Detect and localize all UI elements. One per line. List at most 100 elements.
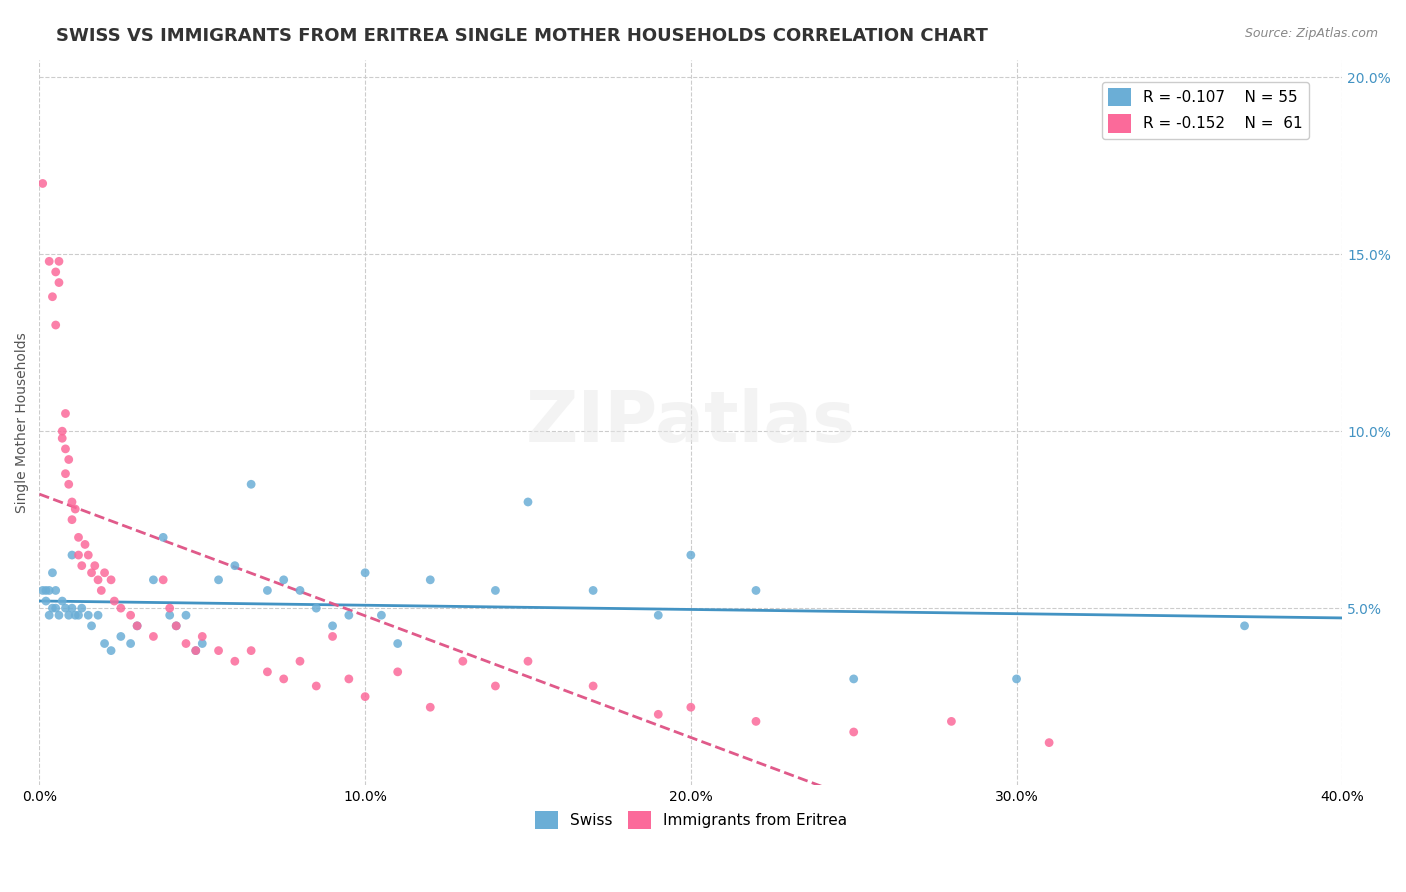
Point — [582, 679, 605, 693]
Point — [38, 608, 60, 623]
Point — [65, 502, 87, 516]
Point — [60, 495, 83, 509]
Point — [87, 608, 110, 623]
Point — [100, 643, 122, 657]
Point — [55, 442, 77, 456]
Point — [842, 672, 865, 686]
Point — [387, 636, 409, 650]
Point — [67, 608, 90, 623]
Point — [93, 636, 115, 650]
Point — [256, 583, 278, 598]
Point — [354, 566, 377, 580]
Point — [41, 601, 63, 615]
Point — [73, 537, 96, 551]
Point — [67, 548, 90, 562]
Point — [142, 630, 165, 644]
Point — [941, 714, 963, 729]
Point — [70, 601, 93, 615]
Point — [77, 608, 100, 623]
Point — [60, 513, 83, 527]
Point — [60, 548, 83, 562]
Point — [207, 573, 229, 587]
Point — [45, 265, 67, 279]
Point — [45, 583, 67, 598]
Point — [305, 679, 328, 693]
Point — [90, 583, 112, 598]
Legend: Swiss, Immigrants from Eritrea: Swiss, Immigrants from Eritrea — [529, 805, 853, 836]
Point — [305, 601, 328, 615]
Point — [322, 619, 344, 633]
Point — [77, 548, 100, 562]
Point — [35, 583, 58, 598]
Text: Source: ZipAtlas.com: Source: ZipAtlas.com — [1244, 27, 1378, 40]
Text: SWISS VS IMMIGRANTS FROM ERITREA SINGLE MOTHER HOUSEHOLDS CORRELATION CHART: SWISS VS IMMIGRANTS FROM ERITREA SINGLE … — [56, 27, 988, 45]
Point — [224, 558, 246, 573]
Point — [387, 665, 409, 679]
Point — [1005, 672, 1028, 686]
Point — [67, 530, 90, 544]
Point — [65, 608, 87, 623]
Point — [55, 467, 77, 481]
Point — [159, 608, 181, 623]
Point — [70, 558, 93, 573]
Point — [842, 725, 865, 739]
Point — [1038, 736, 1060, 750]
Point — [679, 548, 702, 562]
Point — [184, 643, 207, 657]
Point — [120, 608, 142, 623]
Point — [120, 636, 142, 650]
Point — [80, 619, 103, 633]
Point — [58, 452, 80, 467]
Point — [51, 424, 73, 438]
Point — [165, 619, 187, 633]
Point — [41, 290, 63, 304]
Point — [127, 619, 149, 633]
Point — [60, 601, 83, 615]
Point — [370, 608, 392, 623]
Point — [484, 583, 506, 598]
Point — [191, 636, 214, 650]
Point — [354, 690, 377, 704]
Point — [288, 583, 311, 598]
Point — [58, 608, 80, 623]
Point — [174, 636, 197, 650]
Point — [224, 654, 246, 668]
Point — [288, 654, 311, 668]
Point — [80, 566, 103, 580]
Point — [48, 276, 70, 290]
Point — [337, 672, 360, 686]
Point — [647, 707, 669, 722]
Point — [184, 643, 207, 657]
Point — [152, 530, 174, 544]
Point — [31, 177, 53, 191]
Point — [55, 601, 77, 615]
Point — [45, 318, 67, 332]
Point — [51, 431, 73, 445]
Point — [207, 643, 229, 657]
Point — [419, 700, 441, 714]
Point — [83, 558, 105, 573]
Point — [93, 566, 115, 580]
Point — [38, 583, 60, 598]
Point — [110, 630, 132, 644]
Point — [1233, 619, 1256, 633]
Point — [451, 654, 474, 668]
Point — [55, 407, 77, 421]
Point — [419, 573, 441, 587]
Point — [110, 601, 132, 615]
Point — [745, 583, 768, 598]
Point — [322, 630, 344, 644]
Point — [142, 573, 165, 587]
Point — [679, 700, 702, 714]
Point — [174, 608, 197, 623]
Point — [337, 608, 360, 623]
Point — [100, 573, 122, 587]
Point — [41, 566, 63, 580]
Point — [256, 665, 278, 679]
Point — [517, 495, 540, 509]
Point — [51, 594, 73, 608]
Text: ZIPatlas: ZIPatlas — [526, 388, 856, 457]
Point — [647, 608, 669, 623]
Point — [31, 583, 53, 598]
Point — [87, 573, 110, 587]
